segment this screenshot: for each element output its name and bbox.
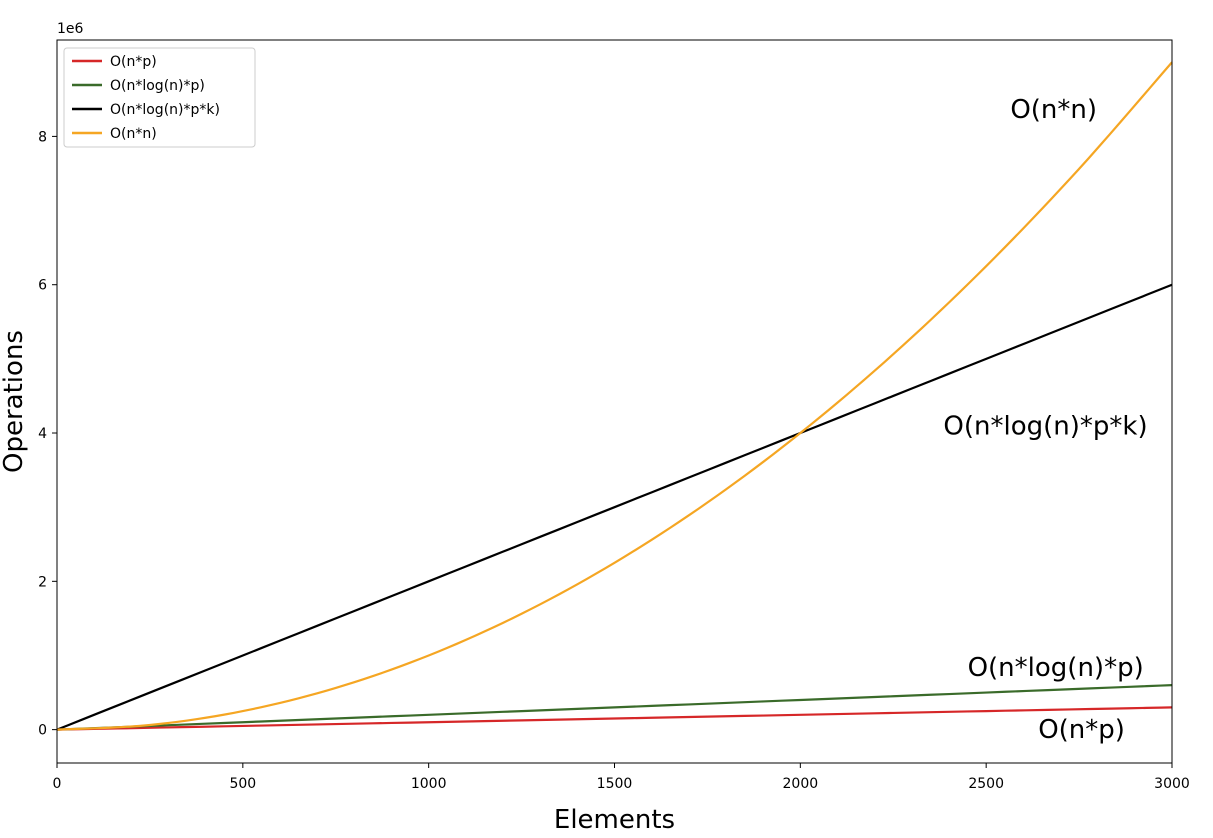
annotation-label-3: O(n*p)	[1038, 715, 1125, 745]
y-tick-label: 8	[38, 129, 47, 145]
legend-box	[63, 47, 256, 148]
y-tick-label: 6	[38, 278, 47, 294]
x-tick-label: 2500	[968, 776, 1004, 792]
y-tick-label: 2	[38, 574, 47, 590]
y-tick-label: 0	[38, 723, 47, 739]
annotation-label-2: O(n*log(n)*p)	[968, 653, 1144, 683]
legend-label-3: O(n*n)	[110, 126, 157, 142]
plot-frame	[56, 39, 1173, 764]
series-line-3	[56, 61, 1173, 731]
series-layer	[56, 61, 1173, 731]
legend-label-1: O(n*log(n)*p)	[110, 78, 205, 94]
legend: O(n*p) O(n*log(n)*p) O(n*log(n)*p*k) O(n*n)	[63, 47, 256, 148]
y-axis-title: Operations	[0, 330, 29, 473]
series-line-0	[56, 706, 1173, 731]
x-tick-label: 2000	[783, 776, 819, 792]
x-axis-title: Elements	[554, 805, 675, 835]
legend-label-2: O(n*log(n)*p*k)	[110, 102, 220, 118]
x-tick-label: 1500	[597, 776, 633, 792]
series-line-1	[56, 684, 1173, 731]
ticks-layer: 0 500 1000 1500 2000 2500 3000 0 2 4 6 8	[38, 129, 1190, 792]
series-line-2	[56, 283, 1173, 731]
x-tick-label: 500	[229, 776, 256, 792]
legend-label-0: O(n*p)	[110, 54, 157, 70]
annotation-label-1: O(n*log(n)*p*k)	[943, 411, 1147, 441]
x-tick-label: 0	[53, 776, 62, 792]
x-tick-label: 1000	[411, 776, 447, 792]
y-axis-offset-label: 1e6	[57, 21, 84, 37]
annotation-layer: O(n*n) O(n*log(n)*p*k) O(n*log(n)*p) O(n*p)	[943, 95, 1147, 745]
annotation-label-0: O(n*n)	[1010, 95, 1097, 125]
y-tick-label: 4	[38, 426, 47, 442]
x-tick-label: 3000	[1154, 776, 1190, 792]
